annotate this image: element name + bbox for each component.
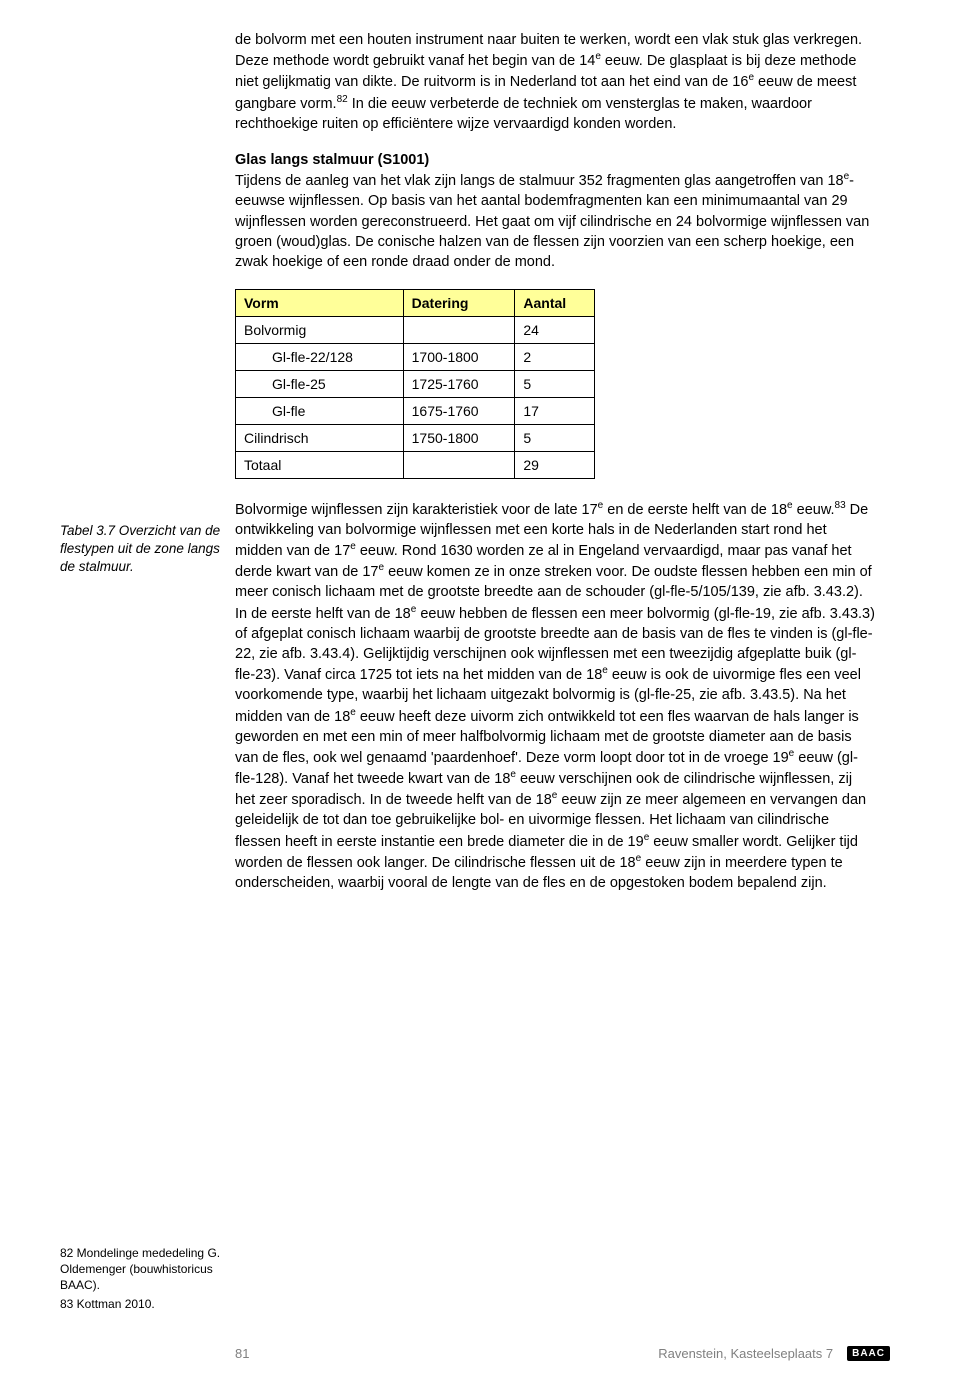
col-header-vorm: Vorm	[236, 289, 404, 316]
footnote-line: 82 Mondelinge mededeling G. Oldemenger (…	[60, 1245, 235, 1294]
table-cell: 24	[515, 316, 595, 343]
paragraph-2: Glas langs stalmuur (S1001) Tijdens de a…	[235, 150, 875, 273]
bottle-types-table: Vorm Datering Aantal Bolvormig24Gl-fle-2…	[235, 289, 595, 479]
page-number: 81	[235, 1346, 249, 1361]
table-cell: 17	[515, 397, 595, 424]
table-cell: 2	[515, 343, 595, 370]
page-footer: 81 Ravenstein, Kasteelseplaats 7 BAAC	[0, 1346, 960, 1361]
table-row: Cilindrisch1750-18005	[236, 424, 595, 451]
table-cell: 1750-1800	[403, 424, 515, 451]
table-row: Gl-fle-22/1281700-18002	[236, 343, 595, 370]
table-cell: Gl-fle-25	[236, 370, 404, 397]
table-cell: 29	[515, 451, 595, 478]
footnote-line: 83 Kottman 2010.	[60, 1296, 235, 1312]
table-row: Totaal 29	[236, 451, 595, 478]
table-cell: Cilindrisch	[236, 424, 404, 451]
table-body: Bolvormig24Gl-fle-22/1281700-18002Gl-fle…	[236, 316, 595, 478]
baac-logo: BAAC	[847, 1346, 890, 1361]
table-row: Bolvormig 24	[236, 316, 595, 343]
col-header-aantal: Aantal	[515, 289, 595, 316]
table-row: Gl-fle1675-176017	[236, 397, 595, 424]
paragraph-1: de bolvorm met een houten instrument naa…	[235, 30, 875, 134]
table-cell: 1725-1760	[403, 370, 515, 397]
col-header-datering: Datering	[403, 289, 515, 316]
table-cell	[403, 451, 515, 478]
table-cell: 1675-1760	[403, 397, 515, 424]
table-cell: 5	[515, 370, 595, 397]
table-cell	[403, 316, 515, 343]
table-cell: Gl-fle	[236, 397, 404, 424]
table-cell: 1700-1800	[403, 343, 515, 370]
table-caption: Tabel 3.7 Overzicht van de flestypen uit…	[60, 522, 235, 577]
table-cell: Bolvormig	[236, 316, 404, 343]
paragraph-3: Bolvormige wijnflessen zijn karakteristi…	[235, 499, 875, 894]
table-cell: Gl-fle-22/128	[236, 343, 404, 370]
section-heading: Glas langs stalmuur (S1001)	[235, 152, 429, 168]
table-row: Gl-fle-251725-17605	[236, 370, 595, 397]
table-cell: Totaal	[236, 451, 404, 478]
table-header-row: Vorm Datering Aantal	[236, 289, 595, 316]
footnotes: 82 Mondelinge mededeling G. Oldemenger (…	[60, 1245, 235, 1314]
paragraph-2-body: Tijdens de aanleg van het vlak zijn lang…	[235, 173, 869, 270]
footer-title: Ravenstein, Kasteelseplaats 7	[658, 1346, 833, 1361]
table-cell: 5	[515, 424, 595, 451]
